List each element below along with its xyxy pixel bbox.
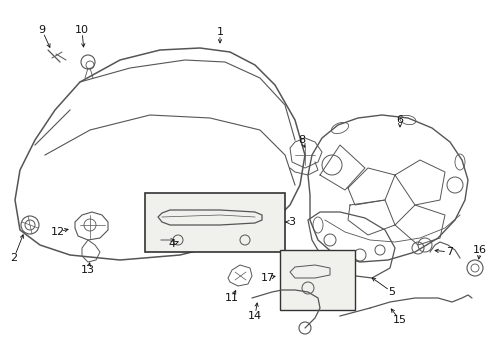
Text: 10: 10 xyxy=(75,25,89,35)
Text: 14: 14 xyxy=(248,311,262,321)
Text: 2: 2 xyxy=(10,253,18,263)
Text: 11: 11 xyxy=(225,293,239,303)
Text: 1: 1 xyxy=(217,27,223,37)
Text: 5: 5 xyxy=(389,287,395,297)
Text: 4: 4 xyxy=(169,239,175,249)
Text: 15: 15 xyxy=(393,315,407,325)
Text: 8: 8 xyxy=(298,135,306,145)
Text: 17: 17 xyxy=(261,273,275,283)
Text: 16: 16 xyxy=(473,245,487,255)
FancyBboxPatch shape xyxy=(145,193,285,252)
Text: 13: 13 xyxy=(81,265,95,275)
FancyBboxPatch shape xyxy=(280,250,355,310)
Text: 6: 6 xyxy=(396,115,403,125)
Text: 7: 7 xyxy=(446,247,454,257)
Text: 9: 9 xyxy=(38,25,46,35)
Text: 12: 12 xyxy=(51,227,65,237)
Text: 3: 3 xyxy=(289,217,295,227)
